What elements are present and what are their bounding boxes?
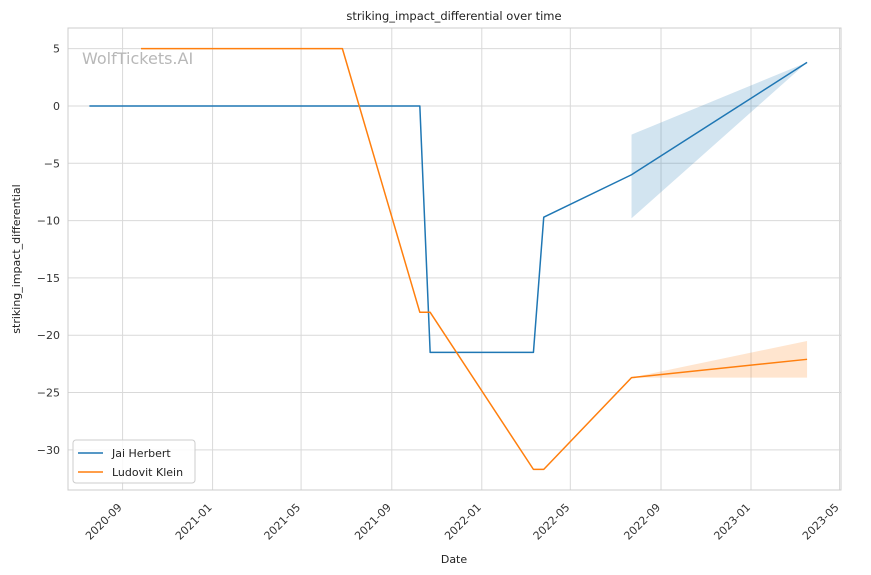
y-tick-label: −30 bbox=[37, 444, 60, 457]
y-tick-label: −25 bbox=[37, 387, 60, 400]
y-tick-label: −5 bbox=[44, 157, 60, 170]
series-lines bbox=[89, 47, 808, 471]
y-tick-label: −15 bbox=[37, 272, 60, 285]
watermark-text: WolfTickets.AI bbox=[82, 49, 193, 68]
plot-area-frame bbox=[67, 27, 842, 491]
x-axis-label: Date bbox=[441, 553, 468, 566]
legend-label-jai-herbert: Jai Herbert bbox=[111, 447, 171, 460]
chart-title: striking_impact_differential over time bbox=[346, 9, 561, 23]
confidence-band-jai-herbert bbox=[631, 62, 808, 219]
y-tick-label: −10 bbox=[37, 215, 60, 228]
confidence-band-ludovit-klein bbox=[631, 340, 808, 378]
series-line-jai-herbert bbox=[89, 61, 808, 354]
y-axis-label: striking_impact_differential bbox=[10, 184, 23, 333]
confidence-bands bbox=[631, 62, 808, 378]
y-tick-label: −20 bbox=[37, 329, 60, 342]
y-tick-label: 5 bbox=[53, 43, 60, 56]
y-tick-label: 0 bbox=[53, 100, 60, 113]
legend-label-ludovit-klein: Ludovit Klein bbox=[112, 466, 183, 479]
legend: Jai Herbert Ludovit Klein bbox=[72, 439, 196, 484]
gridlines bbox=[68, 28, 841, 490]
legend-box bbox=[72, 439, 196, 484]
series-line-ludovit-klein bbox=[141, 47, 808, 471]
